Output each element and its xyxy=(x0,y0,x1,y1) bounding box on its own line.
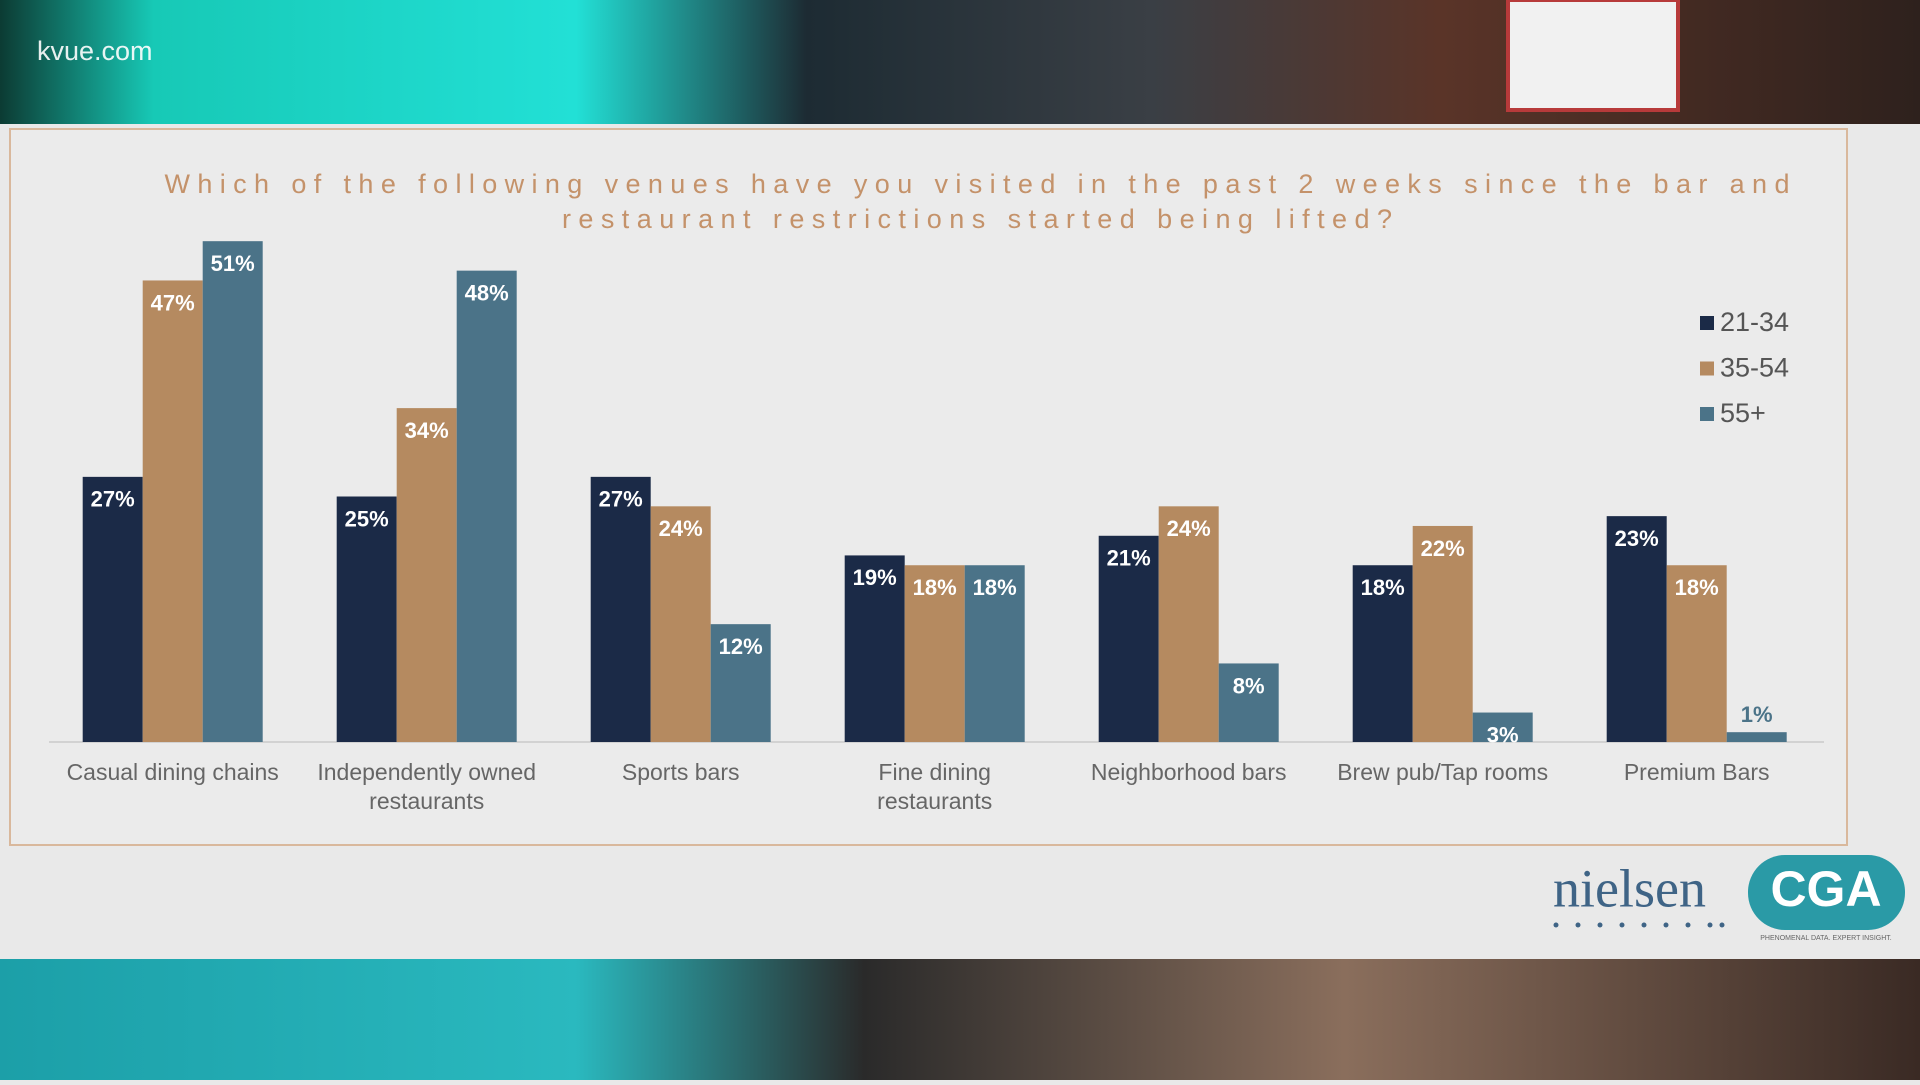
bar xyxy=(964,565,1025,742)
x-tick-label: Premium Bars xyxy=(1623,759,1770,785)
cga-badge xyxy=(1748,855,1905,930)
bar xyxy=(1472,712,1533,742)
data-label: 21% xyxy=(1107,546,1151,571)
bar xyxy=(1218,663,1279,742)
data-label: 24% xyxy=(659,516,703,541)
data-label: 34% xyxy=(405,418,449,443)
x-tick-label: Fine dining restaurants xyxy=(877,759,993,814)
data-label: 27% xyxy=(91,487,135,512)
data-label: 22% xyxy=(1421,536,1465,561)
bar xyxy=(142,280,203,742)
data-label: 23% xyxy=(1615,526,1659,551)
background-photo-bottom xyxy=(0,959,1920,1080)
data-label: 27% xyxy=(599,487,643,512)
bar xyxy=(844,555,905,742)
data-label: 51% xyxy=(211,251,255,276)
data-label: 18% xyxy=(1361,575,1405,600)
data-label: 48% xyxy=(465,280,509,305)
cga-logo: CGA xyxy=(1770,861,1881,917)
nielsen-dots xyxy=(1553,922,1725,928)
bar xyxy=(456,270,517,742)
data-label: 8% xyxy=(1233,673,1265,698)
chart-title: Which of the following venues have you v… xyxy=(165,169,1790,199)
data-label: 47% xyxy=(151,290,195,315)
bar xyxy=(1098,535,1159,742)
bar xyxy=(710,624,771,742)
x-tick-label: Sports bars xyxy=(621,759,740,785)
nielsen-logo: nielsen xyxy=(1553,858,1706,918)
bar xyxy=(1666,565,1727,742)
legend-label: 35-54 xyxy=(1720,353,1789,383)
sign xyxy=(1506,0,1680,112)
bar xyxy=(336,496,397,742)
x-tick-label: Brew pub/Tap rooms xyxy=(1337,759,1549,785)
bar xyxy=(590,476,651,742)
legend-swatch xyxy=(1700,361,1714,376)
chart-title: restaurant restrictions started being li… xyxy=(562,204,1392,234)
cga-tagline: PHENOMENAL DATA. EXPERT INSIGHT. xyxy=(1760,935,1892,942)
data-label: 18% xyxy=(1675,575,1719,600)
bar xyxy=(650,506,711,742)
bar xyxy=(1352,565,1413,742)
data-label: 19% xyxy=(853,565,897,590)
x-tick-label: Neighborhood bars xyxy=(1090,759,1287,785)
data-label: 25% xyxy=(345,506,389,531)
data-label: 18% xyxy=(973,575,1017,600)
bar xyxy=(1412,525,1473,742)
bar xyxy=(904,565,965,742)
bar xyxy=(1606,516,1667,742)
data-label: 3% xyxy=(1487,722,1519,747)
legend-label: 21-34 xyxy=(1720,307,1789,337)
legend-swatch xyxy=(1700,316,1714,330)
data-label: 12% xyxy=(719,634,763,659)
bar xyxy=(202,241,263,742)
bar xyxy=(1726,732,1787,742)
bar xyxy=(396,408,457,742)
legend-label: 55+ xyxy=(1720,398,1766,428)
data-label: 1% xyxy=(1741,702,1773,727)
x-tick-label: Casual dining chains xyxy=(66,759,279,785)
bar xyxy=(82,476,143,742)
x-tick-label: Independently owned restaurants xyxy=(317,759,537,814)
legend-swatch xyxy=(1700,407,1714,421)
watermark: kvue.com xyxy=(37,36,153,66)
data-label: 24% xyxy=(1167,516,1211,541)
data-label: 18% xyxy=(913,575,957,600)
bar xyxy=(1158,506,1219,742)
